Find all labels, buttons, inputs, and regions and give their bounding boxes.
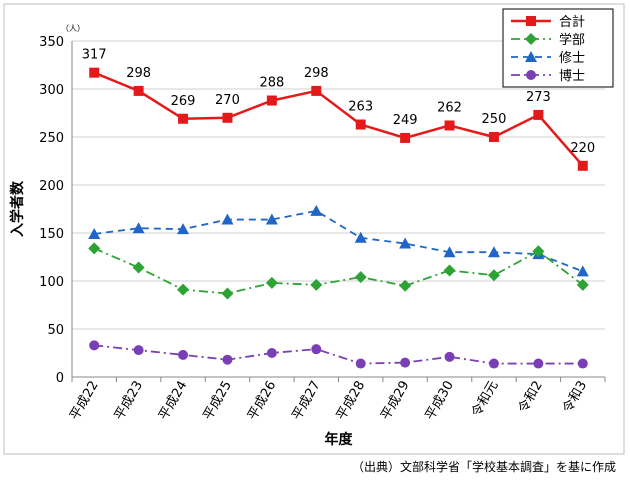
series-修士: [88, 204, 589, 277]
data-point: [533, 109, 544, 120]
data-point: [487, 269, 500, 282]
data-point: [399, 237, 412, 249]
legend-item: 博士: [511, 69, 585, 84]
data-point: [132, 222, 145, 234]
y-tick-label: 0: [56, 371, 64, 386]
data-point: [133, 345, 144, 356]
legend-label: 修士: [559, 51, 585, 66]
data-point: [266, 348, 277, 358]
data-label: 220: [570, 141, 595, 156]
data-point: [222, 112, 233, 123]
legend-swatch-marker: [526, 16, 536, 26]
data-point: [88, 242, 101, 255]
data-label: 298: [304, 66, 329, 81]
data-point: [487, 246, 500, 258]
data-point: [221, 213, 234, 225]
data-point: [265, 276, 278, 289]
data-point: [443, 264, 456, 277]
legend-label: 合計: [559, 14, 585, 30]
data-point: [576, 265, 589, 277]
data-point: [132, 261, 145, 274]
data-point: [354, 231, 367, 243]
data-point: [178, 113, 189, 124]
data-label: 288: [259, 76, 284, 91]
data-point: [89, 67, 100, 78]
legend-label: 博士: [559, 69, 585, 84]
data-point: [533, 358, 544, 369]
data-point: [444, 120, 455, 131]
source-note: （出典）文部科学省「学校基本調査」を基に作成: [351, 460, 616, 474]
y-tick-label: 350: [39, 35, 64, 50]
data-label: 270: [215, 93, 240, 108]
data-label: 262: [437, 100, 462, 115]
data-point: [177, 223, 190, 235]
data-point: [89, 340, 100, 351]
y-tick-label: 100: [39, 275, 64, 290]
data-point: [355, 358, 366, 369]
data-point: [265, 213, 278, 225]
data-point: [88, 227, 101, 239]
data-point: [576, 278, 589, 291]
series-line: [94, 344, 583, 365]
data-point: [577, 358, 588, 369]
legend-swatch-marker: [525, 33, 537, 45]
data-point: [311, 344, 322, 355]
data-point: [488, 132, 499, 142]
legend-swatch-marker: [525, 51, 537, 62]
data-label: 263: [348, 100, 373, 115]
y-axis-title: 入学者数: [9, 180, 26, 237]
data-label: 273: [526, 90, 551, 105]
y-tick-label: 300: [39, 83, 64, 98]
data-point: [133, 85, 144, 96]
data-point: [311, 85, 322, 96]
data-point: [177, 283, 190, 296]
legend-item: 合計: [511, 14, 585, 30]
data-point: [266, 95, 277, 106]
y-tick-label: 50: [47, 323, 64, 338]
series-博士: [89, 340, 588, 369]
data-point: [178, 349, 189, 360]
data-point: [222, 354, 233, 365]
series-合計: [89, 67, 588, 171]
y-tick-label: 150: [39, 227, 64, 242]
data-label: 250: [482, 112, 507, 127]
data-label: 249: [393, 113, 418, 128]
legend-swatch-marker: [526, 70, 536, 80]
legend-item: 学部: [511, 32, 585, 48]
data-label: 269: [171, 94, 196, 109]
series-line: [93, 71, 584, 167]
legend-label: 学部: [559, 32, 585, 48]
data-point: [400, 132, 411, 143]
data-point: [221, 287, 234, 300]
x-axis-title: 年度: [325, 431, 354, 448]
data-point: [577, 160, 588, 171]
y-tick-label: 200: [39, 179, 64, 194]
data-point: [355, 119, 366, 130]
data-point: [444, 351, 455, 362]
data-label: 298: [126, 66, 151, 81]
data-label: 317: [82, 48, 107, 63]
y-unit-label: （人）: [61, 24, 85, 33]
data-point: [443, 246, 456, 258]
data-point: [310, 278, 323, 291]
data-point: [354, 271, 367, 284]
data-point: [488, 358, 499, 369]
legend-item: 修士: [511, 51, 585, 66]
series-line: [93, 247, 584, 295]
data-point: [399, 279, 412, 292]
y-tick-label: 250: [39, 131, 64, 146]
data-point: [532, 245, 545, 258]
data-point: [310, 204, 323, 216]
data-point: [400, 357, 411, 368]
series-学部: [88, 242, 589, 300]
